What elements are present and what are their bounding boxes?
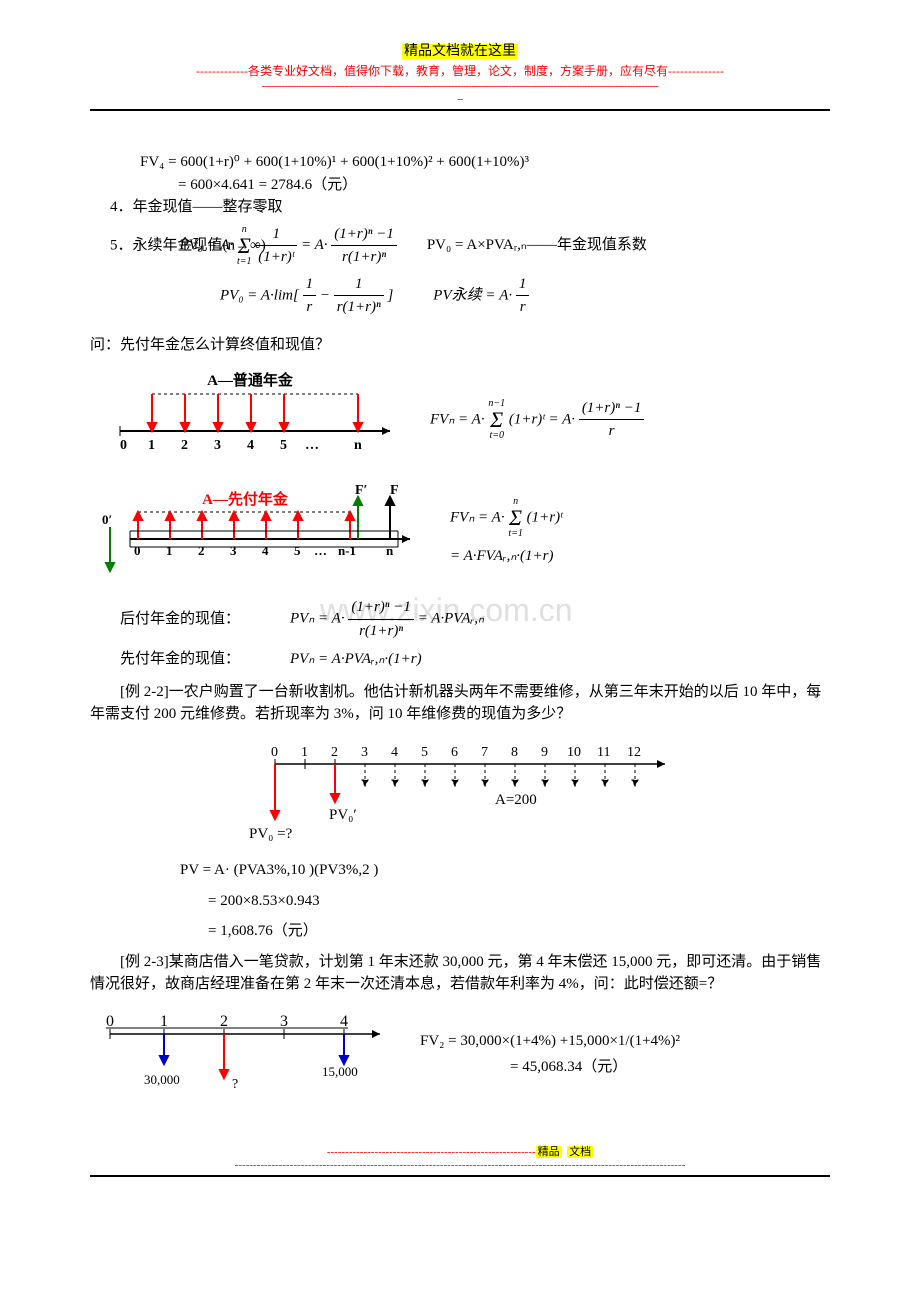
fv4-line2: = 600×4.641 = 2784.6（元） — [178, 174, 830, 197]
diagram-ordinary-annuity: A—普通年金 0 1 2 3 4 5 … n — [90, 371, 830, 469]
pv-formula-block: www.zixin.com.cn 后付年金的现值： PVₙ = A· (1+r)… — [90, 596, 830, 671]
svg-text:5: 5 — [421, 745, 428, 760]
svg-text:3: 3 — [214, 438, 221, 453]
pv-limit-row: PV₀ = A·lim[ 1r − 1r(1+r)ⁿ ] PV永续 = A· 1… — [90, 273, 830, 319]
example-2-3: [例 2-3]某商店借入一笔贷款，计划第 1 年末还款 30,000 元，第 4… — [90, 951, 830, 996]
timeline-ordinary: A—普通年金 0 1 2 3 4 5 … n — [90, 371, 410, 461]
svg-text:8: 8 — [511, 745, 518, 760]
diagram-annuity-due: F′ F A—先付年金 — [90, 479, 830, 587]
fv-due-formula: FVₙ = A· nΣt=1 (1+r)ᵗ = A·FVAᵣ,ₙ·(1+r) — [450, 497, 563, 568]
svg-text:0: 0 — [271, 745, 278, 760]
header-title: 精品文档就在这里 — [90, 40, 830, 60]
svg-text:12: 12 — [627, 745, 641, 760]
footer: ----------------------------------------… — [90, 1143, 830, 1171]
svg-text:1: 1 — [166, 543, 173, 558]
svg-text:11: 11 — [597, 745, 610, 760]
svg-text:3: 3 — [361, 745, 368, 760]
svg-text:PV₀′: PV₀′ — [329, 807, 357, 823]
item-4: 4．年金现值——整存零取 — [110, 196, 830, 219]
svg-text:30,000: 30,000 — [144, 1072, 180, 1087]
calc-23-2: = 45,068.34（元） — [510, 1056, 680, 1079]
svg-text:1: 1 — [301, 745, 308, 760]
svg-text:A—普通年金: A—普通年金 — [207, 371, 294, 389]
svg-text:F′: F′ — [355, 483, 368, 498]
question-text: 问：先付年金怎么计算终值和现值？ — [90, 334, 830, 357]
svg-text:n: n — [354, 438, 362, 453]
svg-text:?: ? — [232, 1077, 238, 1092]
svg-text:1: 1 — [160, 1013, 168, 1030]
calc-22-3: = 1,608.76（元） — [208, 920, 830, 943]
svg-text:…: … — [305, 438, 319, 453]
example-2-2: [例 2-2]一农户购置了一台新收割机。他估计新机器头两年不需要维修，从第三年末… — [90, 681, 830, 726]
fv4-line1: FV₄ = 600(1+r)⁰ + 600(1+10%)¹ + 600(1+10… — [140, 151, 830, 174]
fv-ordinary-formula: FVₙ = A· n−1Σt=0 (1+r)ᵗ = A· (1+r)ⁿ −1r — [430, 397, 644, 443]
diagram-example23: 0 1 2 3 4 30,000 ? 15,000 — [90, 1006, 830, 1104]
svg-text:F: F — [390, 483, 399, 498]
svg-text:5: 5 — [280, 438, 287, 453]
svg-text:15,000: 15,000 — [322, 1064, 358, 1079]
content-area: FV₄ = 600(1+r)⁰ + 600(1+10%)¹ + 600(1+10… — [90, 151, 830, 1103]
svg-text:0: 0 — [106, 1013, 114, 1030]
svg-text:5: 5 — [294, 543, 301, 558]
svg-text:A=200: A=200 — [495, 792, 537, 808]
svg-text:7: 7 — [481, 745, 488, 760]
svg-text:4: 4 — [262, 543, 269, 558]
pv-coefficient-label: PV₀ = A×PVAᵣ,ₙ——年金现值系数 — [427, 234, 647, 257]
document-page: 精品文档就在这里 -------------各类专业好文档，值得你下载，教育，管… — [0, 0, 920, 1211]
svg-text:A—先付年金: A—先付年金 — [202, 490, 289, 508]
svg-text:6: 6 — [451, 745, 458, 760]
header-dashes-1: ----------------------------------------… — [90, 81, 830, 92]
svg-text:4: 4 — [340, 1013, 348, 1030]
svg-text:0: 0 — [120, 438, 127, 453]
header-rule — [90, 109, 830, 111]
footer-rule — [90, 1175, 830, 1177]
timeline-due: F′ F A—先付年金 — [90, 479, 430, 579]
svg-text:1: 1 — [148, 438, 155, 453]
svg-text:n-1: n-1 — [338, 543, 356, 558]
xianfuPV-label: 先付年金的现值： — [120, 648, 290, 671]
svg-text:3: 3 — [230, 543, 237, 558]
svg-text:PV₀ =?: PV₀ =? — [249, 826, 293, 842]
pv-perpetual: PV永续 = A· 1r — [433, 273, 529, 319]
header-subtitle: -------------各类专业好文档，值得你下载，教育，管理，论文，制度，方… — [90, 62, 830, 79]
svg-text:9: 9 — [541, 745, 548, 760]
svg-text:2: 2 — [198, 543, 205, 558]
svg-text:4: 4 — [247, 438, 254, 453]
svg-text:3: 3 — [280, 1013, 288, 1030]
houfuPV-label: 后付年金的现值： — [120, 608, 290, 631]
svg-text:…: … — [314, 543, 327, 558]
calc-22-1: PV = A· (PVA3%,10 )(PV3%,2 ) — [180, 859, 830, 882]
svg-text:n: n — [386, 543, 394, 558]
svg-text:2: 2 — [220, 1013, 228, 1030]
calc-23-1: FV₂ = 30,000×(1+4%) +15,000×1/(1+4%)² — [420, 1030, 680, 1053]
svg-text:2: 2 — [331, 745, 338, 760]
svg-text:2: 2 — [181, 438, 188, 453]
diagram-example22: 012 345 678 91011 12 — [90, 734, 830, 852]
svg-text:10: 10 — [567, 745, 581, 760]
header-dashes-2: -- — [90, 94, 830, 105]
item-5-row: 5．永续年金现值(n→∞) PV₀ = A· nΣt=1 1(1+r)ᵗ = A… — [90, 223, 830, 269]
calc-22-2: = 200×8.53×0.943 — [208, 890, 830, 913]
svg-text:0: 0 — [134, 543, 141, 558]
svg-text:4: 4 — [391, 745, 398, 760]
svg-text:0′: 0′ — [102, 512, 112, 527]
